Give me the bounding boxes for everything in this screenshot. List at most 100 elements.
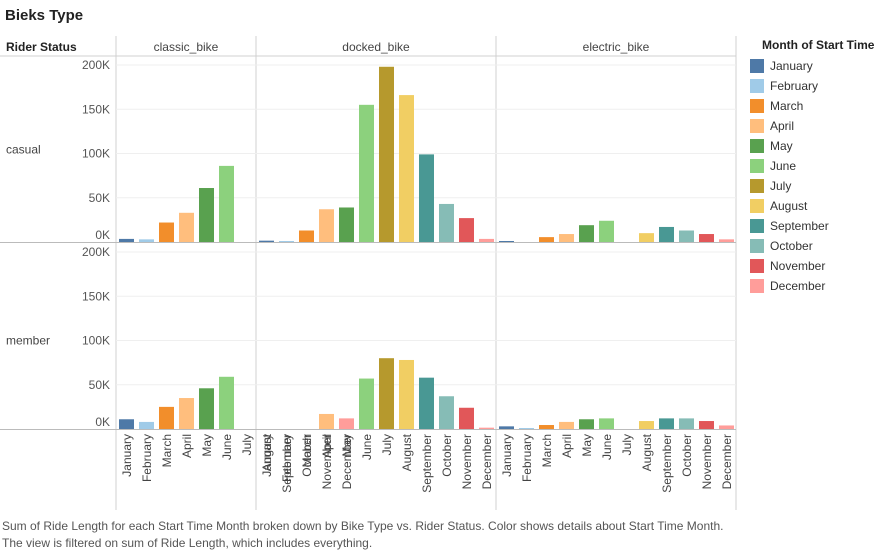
bar-casual-electric_bike-august — [639, 233, 654, 242]
x-tick-label: March — [540, 434, 554, 467]
bar-member-electric_bike-may — [579, 419, 594, 429]
x-tick-label: December — [720, 434, 734, 489]
x-tick-label: December — [340, 434, 354, 489]
legend-label: January — [770, 59, 813, 73]
y-tick-label: 150K — [82, 102, 110, 116]
column-header-classic_bike: classic_bike — [154, 40, 219, 54]
y-tick-label: 100K — [82, 334, 110, 348]
x-tick-label: March — [160, 434, 174, 467]
y-tick-label: 0K — [95, 415, 110, 429]
x-tick-label: June — [360, 434, 374, 460]
bar-member-classic_bike-april — [179, 398, 194, 429]
bar-casual-classic_bike-february — [139, 239, 154, 242]
legend-swatch — [750, 199, 764, 213]
x-tick-label: April — [180, 434, 194, 458]
bar-member-electric_bike-september — [659, 418, 674, 429]
legend-item-march: March — [750, 96, 885, 116]
bar-member-classic_bike-may — [199, 388, 214, 429]
bar-member-electric_bike-january — [499, 426, 514, 429]
x-tick-label: October — [440, 434, 454, 477]
x-tick-label: October — [680, 434, 694, 477]
y-tick-label: 150K — [82, 289, 110, 303]
bar-casual-docked_bike-october — [439, 203, 454, 242]
bar-member-electric_bike-august — [639, 421, 654, 429]
bar-member-docked_bike-december — [479, 427, 494, 429]
bar-member-electric_bike-november — [699, 421, 714, 429]
chart-caption: Sum of Ride Length for each Start Time M… — [2, 519, 724, 550]
bar-casual-docked_bike-december — [479, 238, 494, 242]
bar-member-docked_bike-june — [359, 378, 374, 429]
bar-casual-docked_bike-april — [319, 209, 334, 242]
x-tick-label: July — [380, 434, 394, 455]
legend-label: June — [770, 159, 797, 173]
legend-swatch — [750, 119, 764, 133]
x-tick-label: June — [600, 434, 614, 460]
legend-item-february: February — [750, 76, 885, 96]
bar-member-docked_bike-august — [399, 359, 414, 429]
x-tick-label: May — [200, 434, 214, 457]
legend-label: July — [770, 179, 792, 193]
x-tick-label: January — [260, 434, 274, 477]
x-tick-label: July — [240, 434, 254, 455]
chart-title: Bieks Type — [5, 7, 84, 24]
bar-member-electric_bike-march — [539, 425, 554, 429]
bar-member-docked_bike-september — [419, 377, 434, 429]
x-tick-label: June — [220, 434, 234, 460]
legend: Month of Start Time January February March… — [750, 38, 885, 296]
bar-casual-classic_bike-march — [159, 222, 174, 242]
legend-item-january: January — [750, 56, 885, 76]
bar-casual-classic_bike-june — [219, 165, 234, 242]
x-tick-label: November — [320, 434, 334, 489]
x-tick-label: September — [420, 434, 434, 493]
legend-label: May — [770, 139, 793, 153]
row-label-member: member — [6, 334, 50, 348]
y-tick-label: 200K — [82, 58, 110, 72]
column-header-electric_bike: electric_bike — [583, 40, 650, 54]
legend-item-may: May — [750, 136, 885, 156]
legend-label: December — [770, 279, 826, 293]
legend-label: March — [770, 99, 804, 113]
bar-casual-docked_bike-july — [379, 66, 394, 243]
y-tick-label: 0K — [95, 228, 110, 242]
bar-member-classic_bike-march — [159, 406, 174, 429]
x-tick-label: January — [120, 434, 134, 477]
x-tick-label: August — [400, 433, 414, 471]
legend-item-november: November — [750, 256, 885, 276]
bar-member-docked_bike-july — [379, 358, 394, 429]
legend-label: November — [770, 259, 826, 273]
bar-casual-electric_bike-october — [679, 230, 694, 242]
legend-items: January February March April May June July Augu… — [750, 56, 885, 296]
bar-member-classic_bike-december — [339, 418, 354, 429]
bar-member-classic_bike-february — [139, 421, 154, 429]
bar-casual-docked_bike-november — [459, 218, 474, 242]
bar-casual-electric_bike-september — [659, 226, 674, 242]
bar-member-electric_bike-february — [519, 428, 534, 429]
x-tick-label: September — [280, 434, 294, 493]
y-tick-label: 50K — [89, 191, 110, 205]
bar-member-electric_bike-december — [719, 425, 734, 429]
legend-title: Month of Start Time — [762, 38, 875, 52]
bar-casual-docked_bike-january — [259, 240, 274, 242]
legend-item-december: December — [750, 276, 885, 296]
bar-casual-electric_bike-january — [499, 241, 514, 242]
bar-member-docked_bike-november — [459, 407, 474, 429]
bar-casual-docked_bike-august — [399, 95, 414, 242]
bar-member-docked_bike-october — [439, 396, 454, 429]
legend-item-july: July — [750, 176, 885, 196]
y-tick-label: 100K — [82, 147, 110, 161]
legend-swatch — [750, 239, 764, 253]
legend-swatch — [750, 259, 764, 273]
x-tick-label: December — [480, 434, 494, 489]
bar-casual-electric_bike-december — [719, 239, 734, 242]
bar-casual-electric_bike-may — [579, 225, 594, 242]
bar-casual-electric_bike-march — [539, 237, 554, 242]
legend-swatch — [750, 59, 764, 73]
legend-label: August — [770, 199, 808, 213]
legend-swatch — [750, 79, 764, 93]
x-tick-label: May — [340, 434, 354, 457]
legend-swatch — [750, 219, 764, 233]
x-tick-label: February — [280, 434, 294, 482]
legend-swatch — [750, 279, 764, 293]
x-tick-label: August — [260, 433, 274, 471]
row-label-casual: casual — [6, 143, 41, 157]
